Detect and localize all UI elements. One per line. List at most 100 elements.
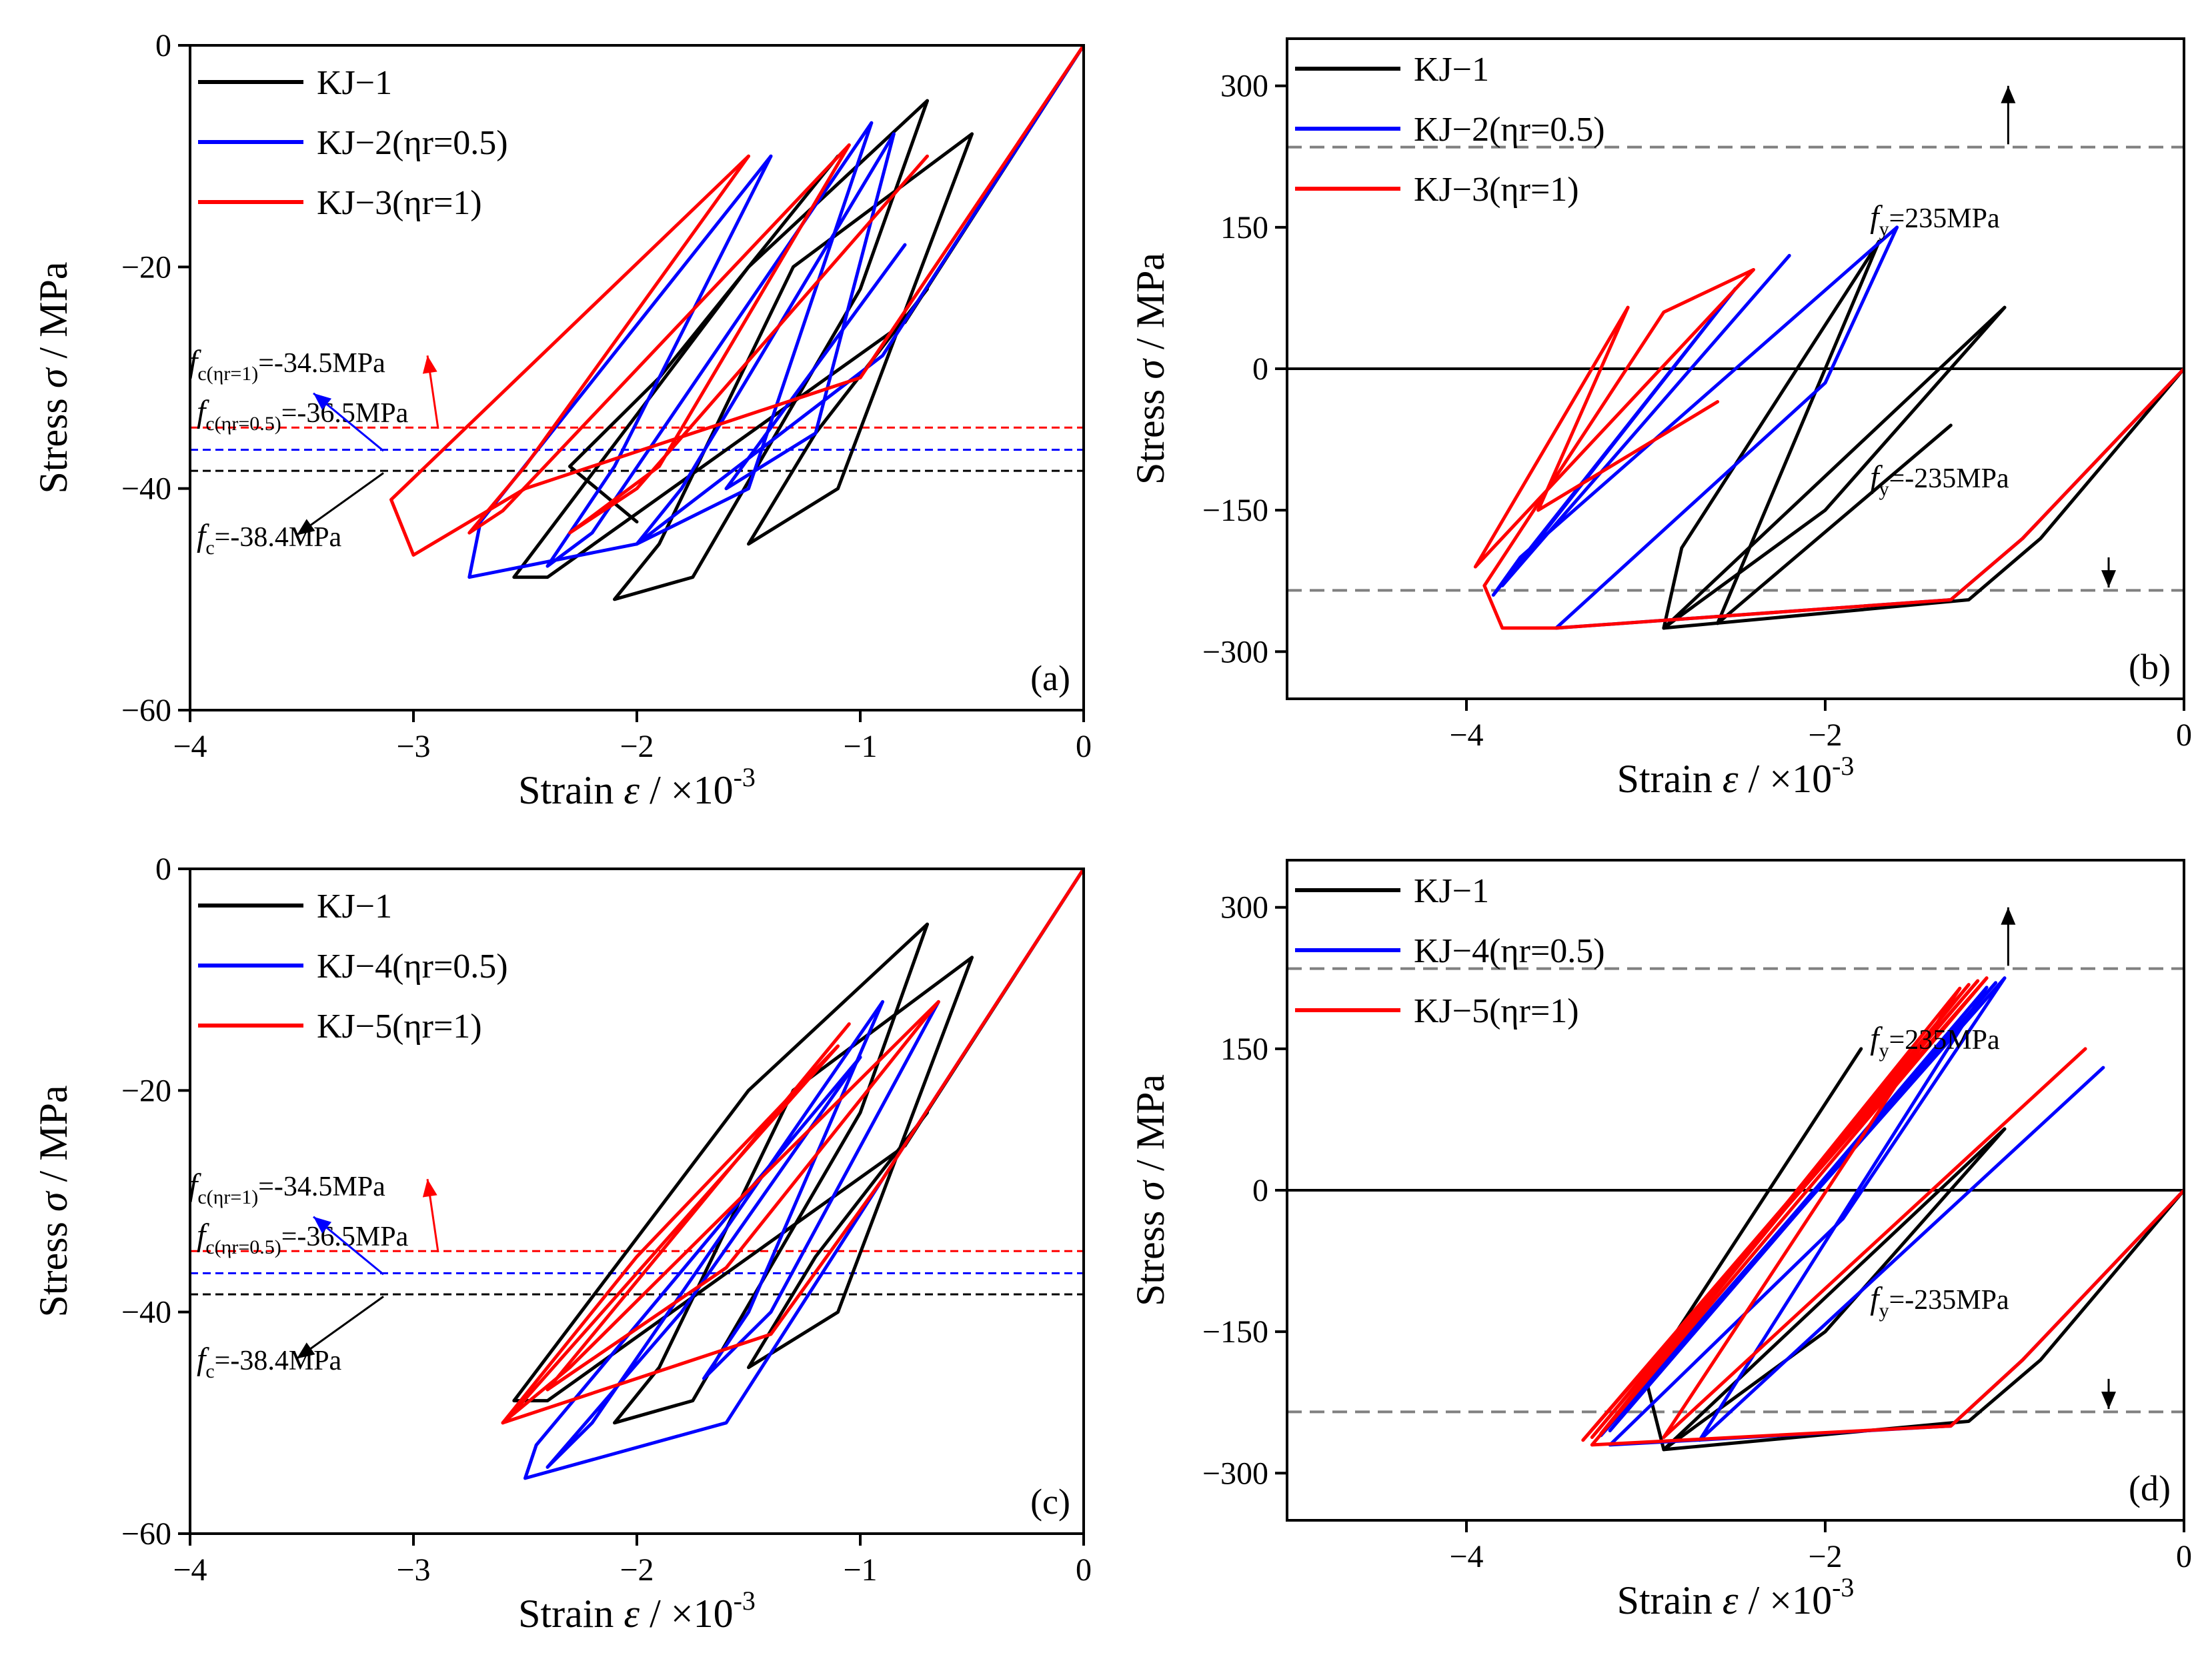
legend-label: KJ−1	[1414, 51, 1489, 89]
annotation-label: fc(ηr=0.5)=-36.5MPa	[197, 1218, 409, 1258]
y-tick-label: −20	[121, 249, 171, 285]
arrow-red-head	[422, 1179, 437, 1198]
annotation-value: =-235MPa	[1889, 1285, 2009, 1316]
panel-c: −4 −3 −2 −1 0 −60 −40 −20 0 Strain ε / ×10-3 Stres…	[31, 852, 1092, 1636]
y-tick-label: −40	[121, 1295, 171, 1330]
x-axis-title-unit: / ×10	[1739, 1578, 1833, 1622]
data-layer	[190, 869, 1084, 1480]
panel-label: (a)	[1030, 658, 1070, 698]
panel-a: −4 −3 −2 −1 0 −60 −40 −20 0 Strain ε / ×10-3 Stres…	[31, 28, 1092, 812]
series-2-loop-0	[1590, 976, 2184, 1447]
series-2-loop-0	[389, 45, 1084, 557]
series-2-loop-2	[1473, 268, 1755, 569]
panel-label: (b)	[2129, 647, 2171, 687]
legend-label: KJ−3(ηr=1)	[1414, 171, 1579, 209]
x-axis-title-unit: / ×10	[1739, 757, 1833, 801]
y-axis-title-unit: / MPa	[31, 262, 75, 369]
annotation-subscript: c(ηr=0.5)	[205, 413, 281, 435]
annotation-value: =-235MPa	[1889, 463, 2009, 494]
y-tick-label: 0	[155, 852, 171, 887]
y-tick-label: 150	[1220, 210, 1268, 245]
panel-label: (c)	[1030, 1482, 1070, 1522]
annotation-label: fc=-38.4MPa	[197, 518, 342, 559]
annotation-label: fy=235MPa	[1870, 1021, 2000, 1062]
series-0-loop-0	[1662, 305, 2184, 630]
y-axis-title-unit: / MPa	[1128, 253, 1172, 359]
panel-d: −4 −2 0 −300 −150 0 150 300 Strain ε / ×10-3 Stre…	[1128, 859, 2192, 1622]
series-2-loop-0	[1482, 367, 2184, 630]
series-1-loop-2	[635, 121, 896, 546]
panel-b: −4 −2 0 −300 −150 0 150 300 Strain ε / ×10-3 Stre…	[1128, 37, 2192, 801]
annotation-value: =-38.4MPa	[215, 522, 342, 553]
x-tick-label: −3	[396, 729, 430, 764]
series-0-loop-3	[568, 154, 840, 523]
series-2-loop-3	[1536, 305, 1720, 512]
arrow-blue-head	[313, 1216, 332, 1234]
series-0-loop-2	[747, 956, 974, 1370]
x-axis-title-symbol: ε	[624, 1592, 640, 1636]
legend-label: KJ−5(ηr=1)	[317, 1008, 482, 1046]
series-1-loop-2	[702, 1000, 940, 1380]
annotation-value: =-36.5MPa	[281, 398, 409, 429]
y-axis-title-main: Stress	[31, 388, 75, 493]
y-axis-title-symbol: σ	[1128, 1180, 1172, 1201]
annotation-subscript: c	[205, 1360, 214, 1382]
annotation-subscript: c(ηr=0.5)	[205, 1236, 281, 1258]
annotation-label: fc=-38.4MPa	[197, 1342, 342, 1382]
x-axis-title-main: Strain	[518, 1592, 624, 1636]
annotation-subscript: y	[1879, 218, 1889, 240]
y-tick-label: −150	[1202, 493, 1268, 528]
series-1-loop-1	[545, 1000, 884, 1469]
series-1-loop-1	[545, 121, 874, 568]
annotation-subscript: c	[205, 537, 214, 559]
legend-label: KJ−1	[317, 64, 392, 102]
annotation-subscript: c(ηr=1)	[197, 1186, 258, 1208]
arrow-black-head	[297, 519, 315, 535]
annotation-label: fc(ηr=1)=-34.5MPa	[189, 1168, 385, 1208]
annotation-label: fy=-235MPa	[1870, 1281, 2009, 1322]
annotation-value: =-38.4MPa	[215, 1346, 342, 1376]
annotation-label: fy=-235MPa	[1870, 459, 2009, 500]
series-0-loop-2	[747, 132, 974, 546]
series-0-loop-1	[1644, 1047, 2007, 1452]
x-axis-title: Strain ε / ×10-3	[1617, 1572, 1855, 1622]
annotation-value: =-34.5MPa	[258, 348, 385, 379]
panel-label: (d)	[2129, 1468, 2171, 1508]
data-layer	[1287, 145, 2184, 630]
series-2-loop-2	[568, 143, 929, 535]
y-tick-label: 0	[1252, 1173, 1268, 1208]
series-1-loop-1	[1491, 225, 1899, 597]
x-tick-label: −2	[1808, 717, 1842, 753]
series-0-loop-1	[1662, 239, 2007, 630]
legend-label: KJ−4(ηr=0.5)	[317, 948, 508, 986]
series-2-loop-1	[501, 1000, 940, 1425]
legend-label: KJ−4(ηr=0.5)	[1414, 932, 1605, 970]
arrow-down-head	[2101, 570, 2117, 588]
annotation-subscript: y	[1879, 478, 1889, 500]
annotation-subscript: c(ηr=1)	[197, 363, 258, 385]
x-tick-label: −2	[1808, 1539, 1842, 1574]
y-tick-label: 150	[1220, 1032, 1268, 1067]
x-tick-label: 0	[1076, 729, 1092, 764]
y-tick-label: 0	[155, 28, 171, 63]
legend-label: KJ−2(ηr=0.5)	[1414, 111, 1605, 149]
y-axis-title: Stress σ / MPa	[1128, 253, 1172, 485]
legend-label: KJ−3(ηr=1)	[317, 184, 482, 222]
series-0-loop-1	[613, 922, 974, 1425]
x-axis-title-unit: / ×10	[640, 1592, 734, 1636]
series-2-loop-1	[467, 143, 851, 535]
x-tick-label: −4	[1449, 717, 1483, 753]
legend-label: KJ−1	[317, 888, 392, 926]
y-tick-label: −150	[1202, 1314, 1268, 1350]
x-axis-title-main: Strain	[1617, 757, 1723, 801]
y-tick-label: −300	[1202, 1456, 1268, 1491]
x-tick-label: −2	[620, 729, 654, 764]
y-axis-title-unit: / MPa	[31, 1086, 75, 1192]
series-1-loop-2	[1500, 253, 1791, 587]
legend-label: KJ−2(ηr=0.5)	[317, 124, 508, 162]
x-axis-title-symbol: ε	[1723, 757, 1739, 801]
arrow-down-head	[2101, 1392, 2117, 1410]
arrow-black-shaft	[296, 472, 384, 536]
series-1-loop-3	[724, 132, 907, 491]
x-axis-title-symbol: ε	[1723, 1578, 1739, 1622]
